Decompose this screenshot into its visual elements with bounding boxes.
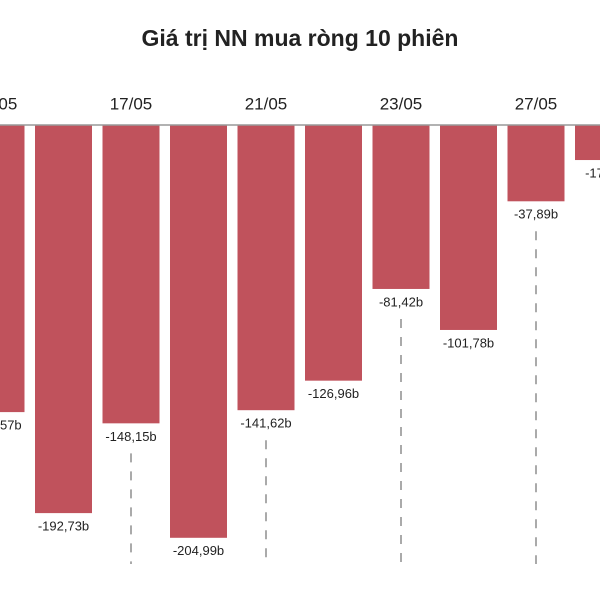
x-tick-label: 27/05 — [515, 94, 558, 113]
bar — [575, 125, 600, 161]
bar — [170, 125, 227, 538]
chart-title: Giá trị NN mua ròng 10 phiên — [142, 25, 459, 51]
value-label: -141,62b — [240, 416, 291, 431]
bar — [305, 125, 362, 381]
value-label: -81,42b — [379, 294, 423, 309]
value-label: -148,15b — [105, 429, 156, 444]
value-label: -37,89b — [514, 207, 558, 222]
value-label: -17,4b — [585, 165, 600, 180]
bar — [372, 125, 430, 289]
x-tick-label: 23/05 — [380, 94, 423, 113]
bar — [237, 125, 295, 411]
x-tick-label: 21/05 — [245, 94, 288, 113]
value-label: -204,99b — [173, 543, 224, 558]
bar — [507, 125, 565, 202]
value-label: -126,96b — [308, 386, 359, 401]
value-label: -101,78b — [443, 335, 494, 350]
bar — [0, 125, 25, 413]
bar — [35, 125, 92, 514]
x-tick-label: 17/05 — [110, 94, 153, 113]
x-tick-label: 15/05 — [0, 94, 17, 113]
bar — [440, 125, 497, 330]
value-label: -192,73b — [38, 519, 89, 534]
value-label: -142,57b — [0, 418, 22, 433]
bar — [102, 125, 160, 424]
